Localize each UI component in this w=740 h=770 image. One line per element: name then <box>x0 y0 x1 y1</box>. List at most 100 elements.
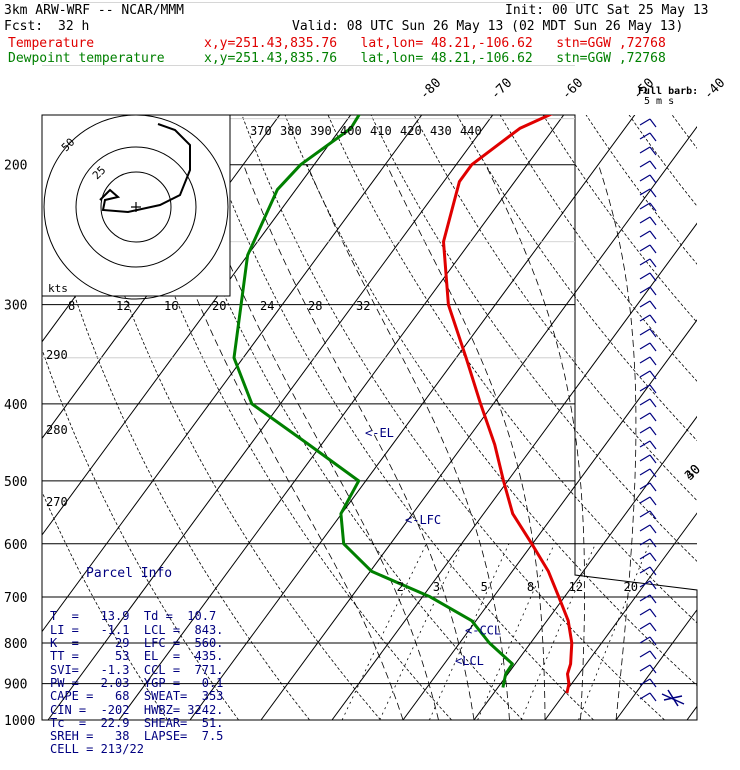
parcel-info-row: SREH = 38 LAPSE= 7.5 <box>50 730 223 743</box>
wind-barb-flag <box>650 399 656 407</box>
temperature-tick-label: -70 <box>488 76 515 103</box>
wind-barb <box>640 497 650 503</box>
dry-adiabat <box>482 0 740 720</box>
wind-barb <box>640 301 650 307</box>
hodograph-speed-label: 8 <box>68 299 75 313</box>
mixing-ratio-label: 5 <box>481 580 488 594</box>
isotherm <box>545 0 740 720</box>
theta-label: 390 <box>310 124 332 138</box>
hodograph-speed-label: 32 <box>356 299 370 313</box>
wind-barb <box>640 511 650 517</box>
temperature-tick-label: 40 <box>682 462 704 484</box>
surface-wind-barb <box>662 690 684 706</box>
wind-barb-flag <box>650 217 656 225</box>
wind-barb-flag <box>650 525 656 533</box>
wind-barb-flag <box>650 231 656 239</box>
theta-label: 410 <box>370 124 392 138</box>
dry-adiabat <box>224 0 735 720</box>
wind-barb <box>640 595 650 601</box>
temperature-tick-label: -40 <box>701 76 728 103</box>
parcel-info-row: Tc = 22.9 SHEAR= 51. <box>50 717 223 730</box>
wind-barb-flag <box>650 679 656 687</box>
mixing-ratio-line <box>342 544 426 720</box>
dry-adiabat <box>519 0 740 720</box>
pressure-tick-label: 500 <box>4 475 27 490</box>
wind-barb-flag <box>650 357 656 365</box>
parcel-info-row: PW = 2.03 YGP = 0.1 <box>50 677 223 690</box>
wind-barb-flag <box>650 259 656 267</box>
wind-barb-flag <box>650 245 656 253</box>
temperature-tick-label: -60 <box>559 76 586 103</box>
dry-adiabat <box>335 0 740 720</box>
pressure-tick-label: 200 <box>4 159 27 174</box>
wind-barb <box>640 161 650 167</box>
hodograph-speed-label: 16 <box>164 299 178 313</box>
wind-barb <box>640 357 650 363</box>
wind-barb <box>640 455 650 461</box>
hodograph-speed-label: 12 <box>116 299 130 313</box>
wind-barb <box>640 245 650 251</box>
mixing-ratio-label: 3 <box>433 580 440 594</box>
wind-barb-flag <box>650 133 656 141</box>
wind-barb <box>640 623 650 629</box>
isotherm <box>332 0 740 720</box>
wind-barb <box>640 371 650 377</box>
theta-label: 270 <box>46 495 68 509</box>
pressure-tick-label: 800 <box>4 637 27 652</box>
theta-label: 290 <box>46 348 68 362</box>
theta-label: 430 <box>430 124 452 138</box>
dry-adiabat <box>371 0 740 720</box>
wind-barb <box>640 609 650 615</box>
moist-adiabat <box>599 165 636 720</box>
wind-barb <box>640 217 650 223</box>
wind-barb-flag <box>650 371 656 379</box>
wind-barb-flag <box>650 287 656 295</box>
wind-barb <box>640 203 650 209</box>
wind-barb <box>640 133 650 139</box>
moist-adiabat <box>244 165 475 720</box>
mixing-ratio-label: 8 <box>527 580 534 594</box>
wind-barb-flag <box>650 651 656 659</box>
wind-barb-flag <box>650 301 656 309</box>
theta-label: 420 <box>400 124 422 138</box>
hodograph-unit: kts <box>48 282 68 295</box>
hodograph-speed-label: 28 <box>308 299 322 313</box>
wind-barb-flag <box>650 483 656 491</box>
wind-barb-flag <box>650 385 656 393</box>
wind-barb <box>640 413 650 419</box>
dry-adiabat <box>555 0 740 720</box>
pressure-tick-label: 700 <box>4 591 27 606</box>
wind-barb-flag <box>650 553 656 561</box>
wind-barb <box>640 329 650 335</box>
wind-barb <box>640 665 650 671</box>
theta-label: 440 <box>460 124 482 138</box>
barb-legend-unit: 5 m s <box>644 96 674 107</box>
dewpoint-profile <box>234 0 512 688</box>
isotherm <box>190 0 740 720</box>
dry-adiabat <box>666 0 740 720</box>
wind-barb-flag <box>650 189 656 197</box>
wind-barb-flag <box>650 693 656 701</box>
wind-barb <box>640 259 650 265</box>
isotherm <box>403 0 740 720</box>
wind-barb <box>640 231 650 237</box>
wind-barb <box>640 651 650 657</box>
wind-barb-flag <box>650 343 656 351</box>
isotherm <box>474 0 740 720</box>
theta-label: 380 <box>280 124 302 138</box>
mixing-ratio-label: 2 <box>397 580 404 594</box>
level-annotation: <LCL <box>455 654 484 668</box>
wind-barb-flag <box>650 119 656 127</box>
dry-adiabat <box>298 0 740 720</box>
wind-barb-flag <box>650 329 656 337</box>
wind-barb <box>640 469 650 475</box>
wind-barb-flag <box>650 413 656 421</box>
hodograph-speed-label: 24 <box>260 299 274 313</box>
wind-barb-flag <box>650 175 656 183</box>
pressure-tick-label: 300 <box>4 299 27 314</box>
temperature-profile <box>444 0 740 693</box>
parcel-info-row: T = 13.9 Td = 10.7 <box>50 610 223 623</box>
mixing-ratio-line <box>579 544 650 720</box>
parcel-info-row: LI = -1.1 LCL = 843. <box>50 624 223 637</box>
